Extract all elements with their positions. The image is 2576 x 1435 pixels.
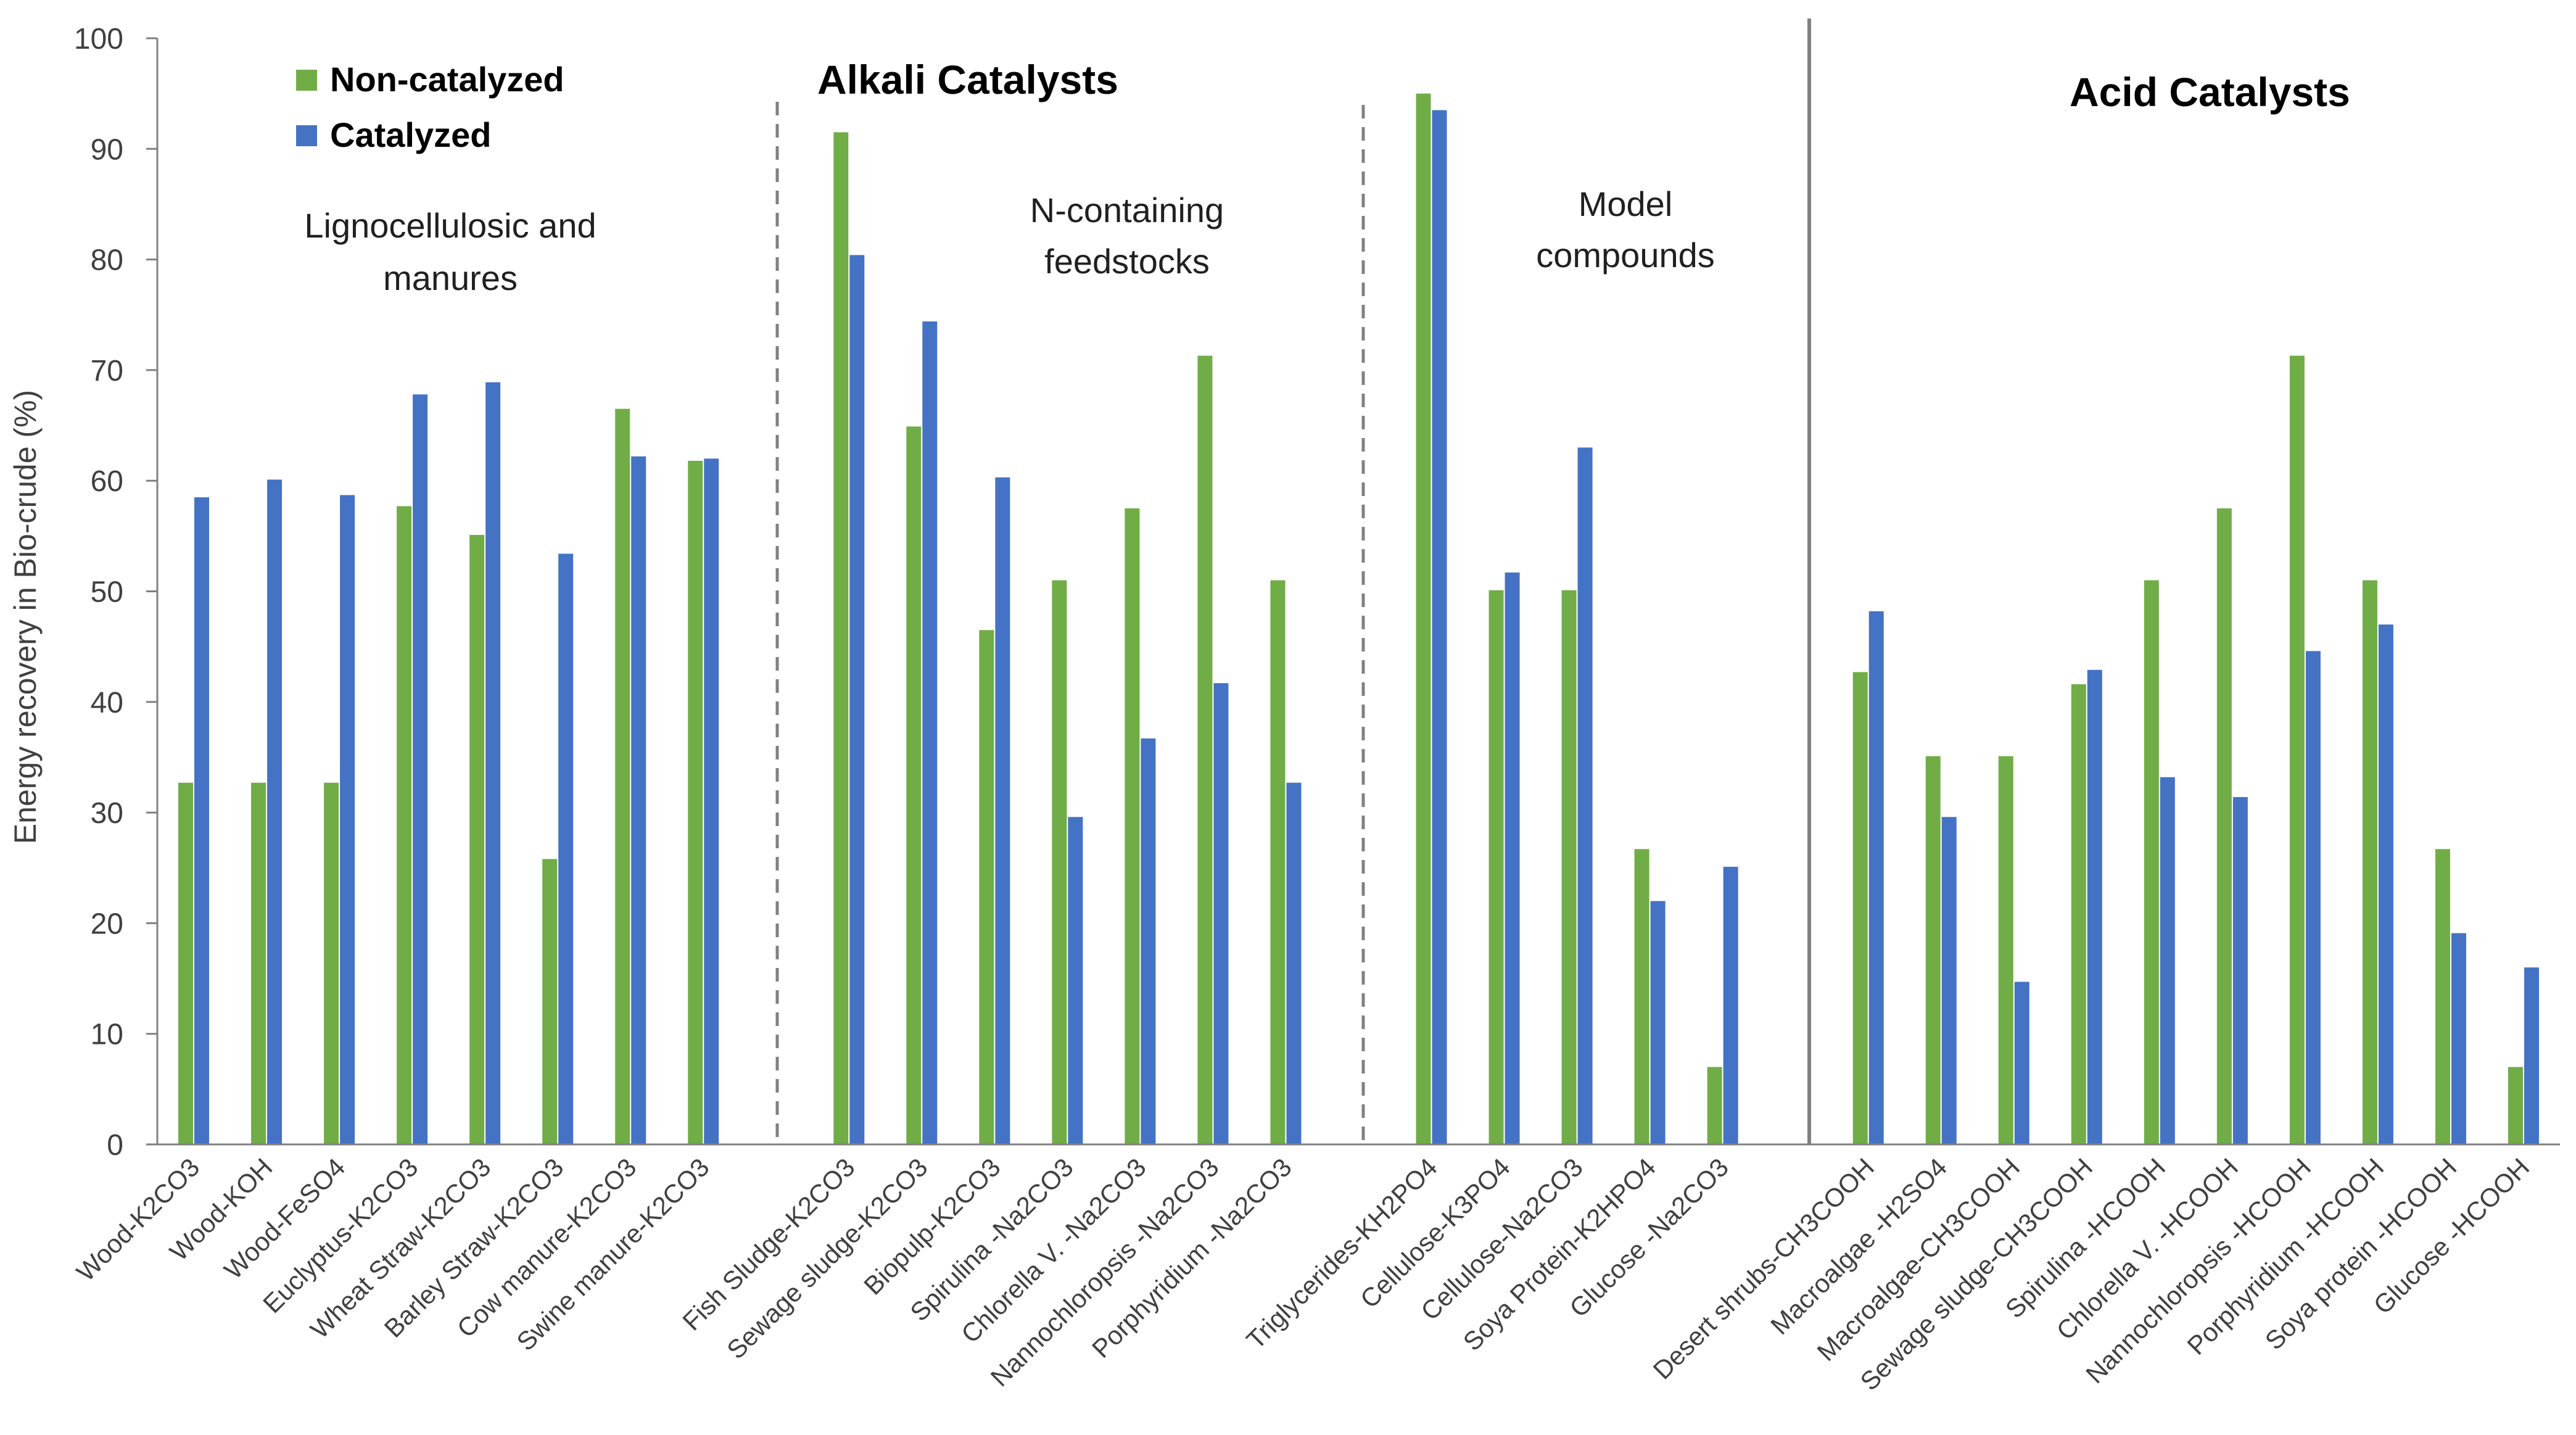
y-tick-label: 10: [91, 1019, 123, 1051]
bar-catalyzed: [2087, 669, 2102, 1144]
bar-catalyzed: [1577, 447, 1593, 1145]
bar-catalyzed: [1141, 738, 1156, 1144]
bar-noncatalyzed: [1416, 93, 1431, 1144]
group-n-containing-line1: N-containing: [1030, 191, 1224, 230]
bar-noncatalyzed: [1634, 849, 1649, 1144]
bar-catalyzed: [1505, 573, 1520, 1144]
bar-noncatalyzed: [688, 460, 703, 1144]
legend-label-catalyzed: Catalyzed: [330, 115, 491, 154]
bar-catalyzed: [340, 495, 355, 1144]
bar-catalyzed: [267, 479, 283, 1144]
bar-catalyzed: [2524, 967, 2539, 1144]
y-tick-label: 30: [91, 797, 123, 830]
y-axis: 0 10 20 30 40 50 60 70 80 90 100: [74, 23, 157, 1162]
bar-catalyzed: [922, 321, 938, 1144]
bar-noncatalyzed: [178, 782, 194, 1144]
y-tick-label: 40: [91, 687, 123, 719]
group-n-containing-line2: feedstocks: [1044, 242, 1210, 281]
bar-catalyzed: [704, 458, 719, 1144]
y-tick-label: 50: [91, 576, 123, 609]
bar-catalyzed: [1286, 782, 1302, 1144]
bar-catalyzed: [849, 255, 865, 1145]
bar-catalyzed: [1868, 611, 1884, 1144]
bar-noncatalyzed: [251, 782, 266, 1144]
bar-catalyzed: [2305, 651, 2321, 1144]
bar-noncatalyzed: [2362, 580, 2377, 1144]
bar-noncatalyzed: [1925, 756, 1941, 1144]
legend-swatch-catalyzed: [296, 125, 317, 146]
bar-catalyzed: [631, 456, 646, 1144]
y-tick-label: 90: [91, 133, 123, 166]
bar-catalyzed: [1068, 817, 1083, 1144]
bar-noncatalyzed: [1270, 580, 1286, 1144]
bar-noncatalyzed: [615, 408, 630, 1144]
bar-catalyzed: [413, 394, 428, 1145]
bar-noncatalyzed: [469, 535, 485, 1144]
bar-noncatalyzed: [2071, 684, 2086, 1144]
y-tick-label: 100: [74, 23, 123, 56]
legend-swatch-noncatalyzed: [296, 70, 317, 91]
group-model-line2: compounds: [1536, 236, 1715, 275]
bar-catalyzed: [2451, 933, 2466, 1144]
y-tick-label: 0: [107, 1129, 123, 1162]
bars: [178, 93, 2539, 1145]
bar-catalyzed: [2378, 624, 2393, 1144]
y-tick-label: 60: [91, 465, 123, 498]
group-lignocellulosic-line2: manures: [383, 258, 518, 297]
bar-catalyzed: [995, 477, 1010, 1144]
bar-noncatalyzed: [2508, 1067, 2523, 1144]
y-tick-label: 70: [91, 355, 123, 387]
acid-catalysts-heading: Acid Catalysts: [2070, 69, 2350, 115]
bar-noncatalyzed: [1707, 1067, 1722, 1144]
bar-catalyzed: [194, 497, 210, 1144]
legend-label-noncatalyzed: Non-catalyzed: [330, 60, 564, 99]
bar-noncatalyzed: [1561, 590, 1577, 1144]
group-lignocellulosic-line1: Lignocellulosic and: [304, 206, 596, 245]
bar-catalyzed: [1213, 683, 1229, 1144]
bar-noncatalyzed: [2216, 508, 2232, 1144]
bar-noncatalyzed: [397, 506, 412, 1145]
bar-catalyzed: [2232, 796, 2248, 1144]
bar-noncatalyzed: [833, 132, 849, 1144]
y-tick-label: 80: [91, 244, 123, 277]
bar-catalyzed: [558, 553, 574, 1144]
y-tick-label: 20: [91, 908, 123, 940]
bar-catalyzed: [1941, 817, 1957, 1144]
bar-catalyzed: [2160, 777, 2175, 1144]
bar-noncatalyzed: [542, 859, 558, 1144]
bar-noncatalyzed: [1852, 672, 1868, 1144]
bar-noncatalyzed: [2435, 849, 2450, 1144]
legend: Non-catalyzed Catalyzed: [296, 60, 564, 154]
bar-noncatalyzed: [1125, 508, 1140, 1144]
bar-noncatalyzed: [2144, 580, 2159, 1144]
bar-catalyzed: [2014, 982, 2029, 1144]
bar-noncatalyzed: [1488, 590, 1504, 1144]
bar-noncatalyzed: [1052, 580, 1067, 1144]
bar-noncatalyzed: [1197, 355, 1213, 1144]
bar-catalyzed: [485, 382, 501, 1144]
y-axis-title: Energy recovery in Bio-crude (%): [8, 390, 43, 844]
alkali-catalysts-heading: Alkali Catalysts: [817, 57, 1118, 102]
bar-noncatalyzed: [2289, 355, 2305, 1144]
bar-noncatalyzed: [979, 630, 994, 1144]
bar-noncatalyzed: [1998, 756, 2013, 1144]
bar-catalyzed: [1650, 901, 1666, 1144]
bar-catalyzed: [1432, 110, 1447, 1144]
bar-noncatalyzed: [906, 426, 922, 1144]
bar-noncatalyzed: [324, 782, 339, 1144]
group-model-line1: Model: [1579, 184, 1673, 223]
bar-catalyzed: [1723, 866, 1738, 1144]
